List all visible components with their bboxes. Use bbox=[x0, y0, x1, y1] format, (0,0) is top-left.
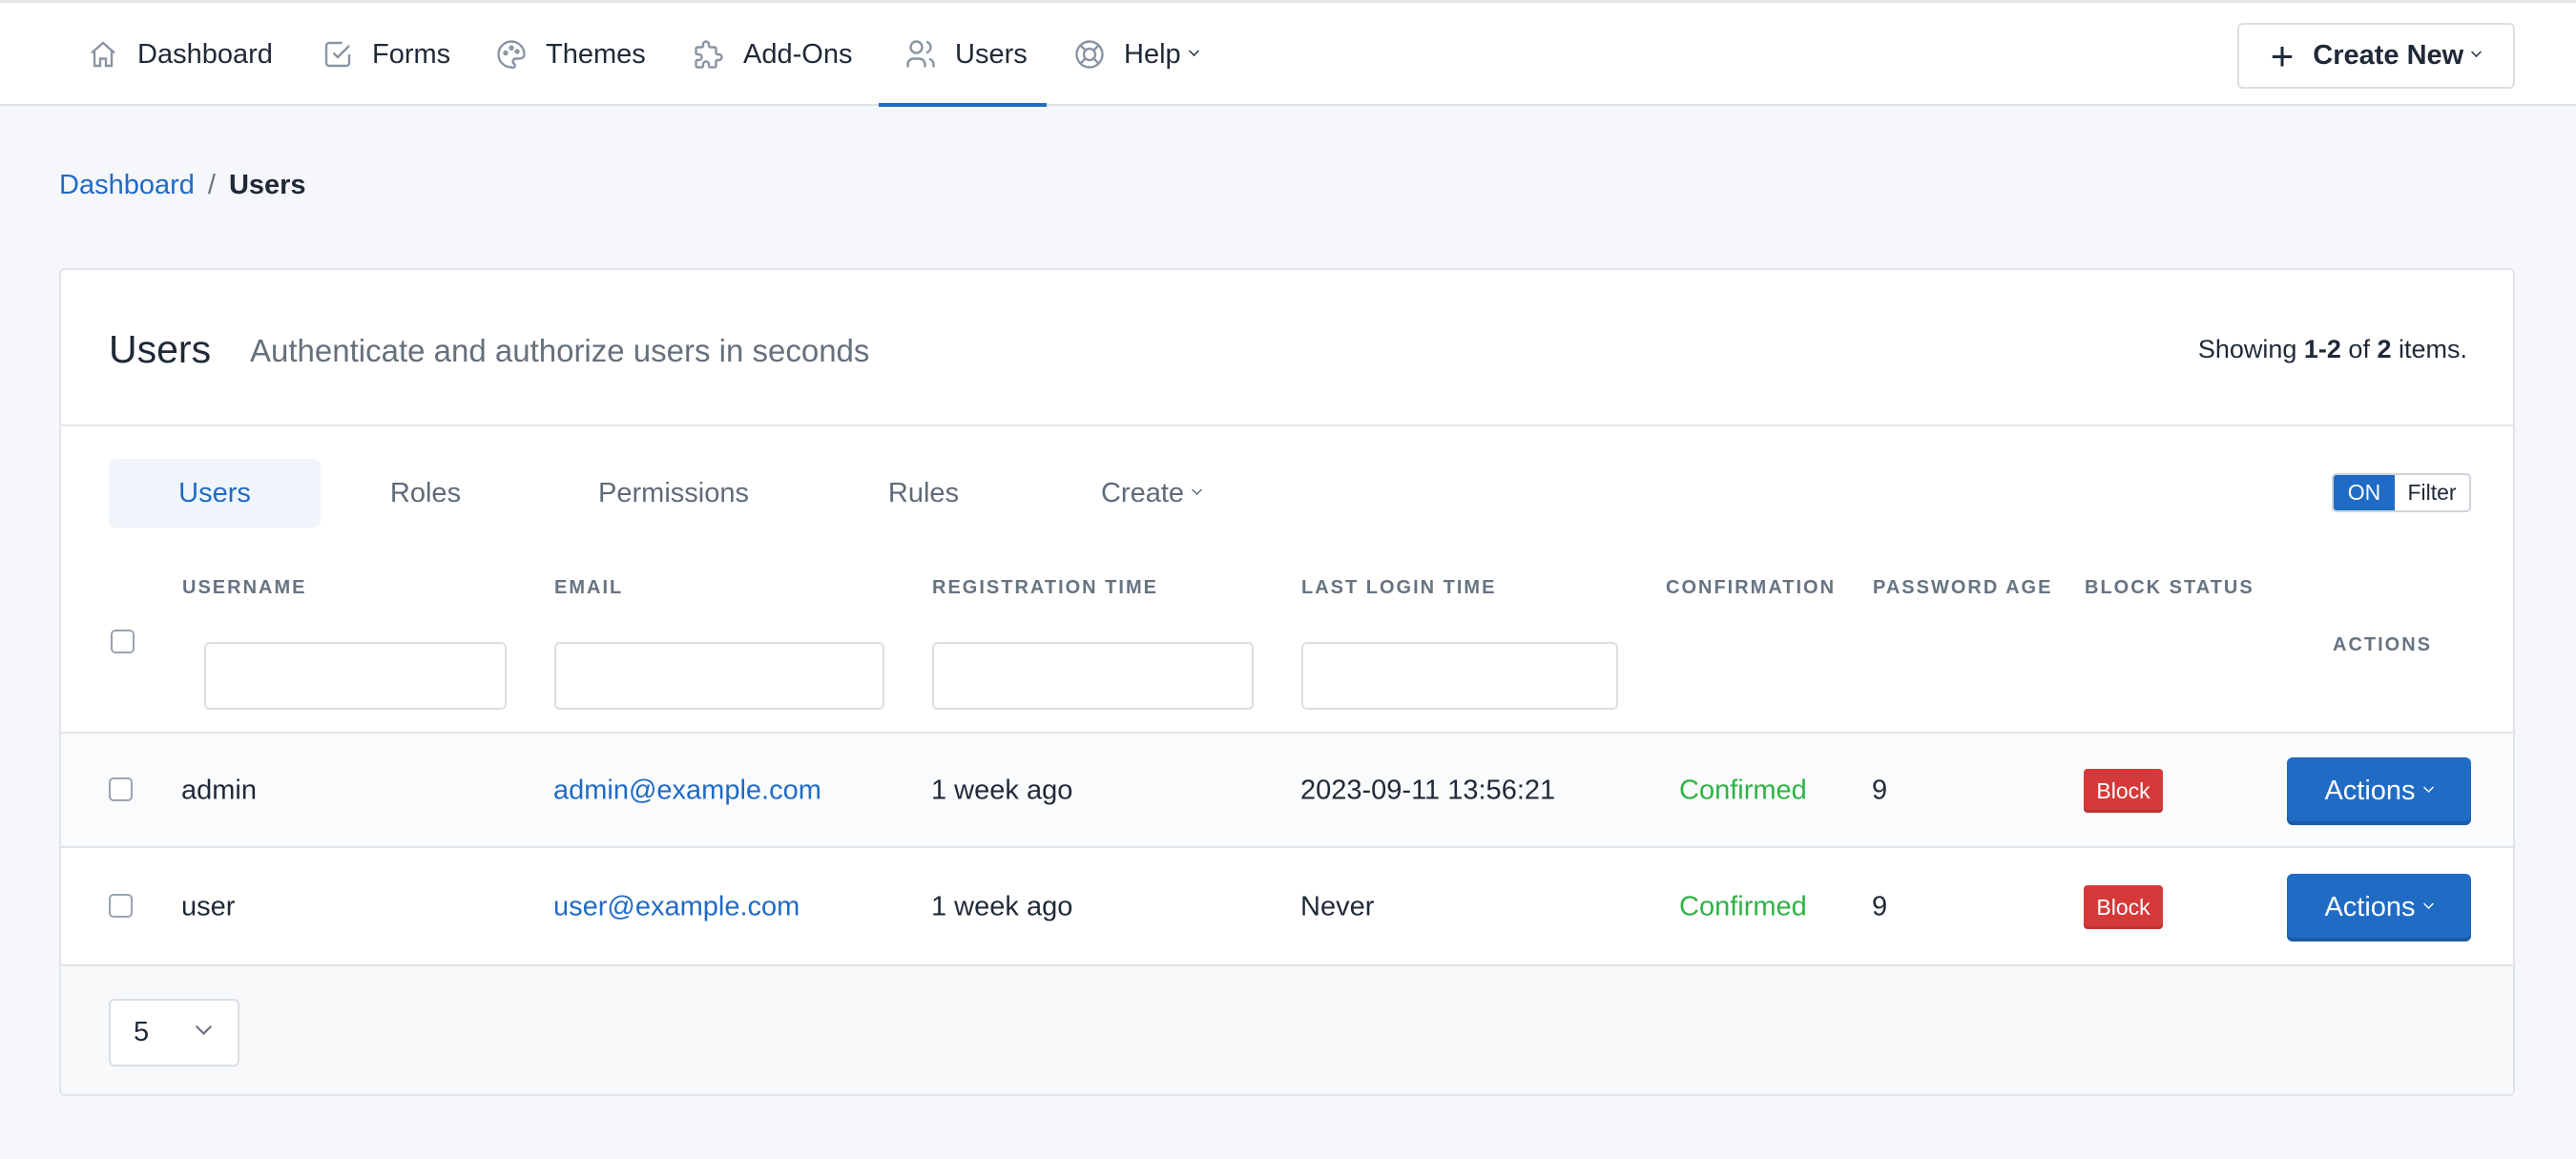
breadcrumb: Dashboard / Users bbox=[59, 170, 306, 201]
card-title: Users bbox=[109, 327, 212, 371]
username-cell: user bbox=[181, 891, 236, 922]
plus-icon: + bbox=[2270, 32, 2295, 78]
table-row: admin admin@example.com 1 week ago 2023-… bbox=[61, 732, 2513, 848]
card-subtitle: Authenticate and authorize users in seco… bbox=[250, 333, 870, 368]
nav-item-add-ons[interactable]: Add-Ons bbox=[692, 3, 852, 106]
checkbox-icon bbox=[324, 41, 351, 68]
divider bbox=[61, 424, 2513, 426]
chevron-down-icon bbox=[1188, 45, 1199, 56]
select-all-checkbox[interactable] bbox=[111, 630, 135, 653]
tab-rules[interactable]: Rules bbox=[887, 477, 960, 508]
toggle-state: ON bbox=[2334, 475, 2395, 510]
chevron-down-icon bbox=[2471, 47, 2483, 57]
row-checkbox[interactable] bbox=[109, 777, 133, 801]
top-navbar: Dashboard Forms Themes Add-Ons Users Hel… bbox=[0, 0, 2576, 107]
active-nav-indicator bbox=[879, 103, 1047, 107]
nav-item-forms[interactable]: Forms bbox=[321, 3, 450, 106]
nav-label: Help bbox=[1124, 38, 1181, 70]
create-new-label: Create New bbox=[2313, 40, 2464, 71]
confirmation-status: Confirmed bbox=[1679, 891, 1807, 922]
breadcrumb-dashboard-link[interactable]: Dashboard bbox=[59, 170, 195, 200]
users-card: Users Authenticate and authorize users i… bbox=[59, 268, 2515, 1096]
email-filter-input[interactable] bbox=[554, 642, 884, 710]
nav-label: Users bbox=[955, 38, 1028, 70]
actions-button[interactable]: Actions bbox=[2287, 874, 2471, 942]
registration-cell: 1 week ago bbox=[931, 891, 1073, 922]
registration-cell: 1 week ago bbox=[931, 775, 1073, 806]
puzzle-icon bbox=[695, 40, 723, 69]
col-email[interactable]: EMAIL bbox=[554, 577, 624, 598]
nav-item-help[interactable]: Help bbox=[1072, 3, 1199, 106]
table-row: user user@example.com 1 week ago Never C… bbox=[61, 848, 2513, 966]
col-password-age[interactable]: PASSWORD AGE bbox=[1873, 577, 2053, 598]
page-size-value: 5 bbox=[134, 1017, 150, 1047]
col-confirmation[interactable]: CONFIRMATION bbox=[1666, 577, 1837, 598]
toggle-label: Filter bbox=[2407, 480, 2457, 505]
last-login-cell: 2023-09-11 13:56:21 bbox=[1300, 775, 1556, 806]
chevron-down-icon bbox=[195, 1018, 213, 1036]
block-button[interactable]: Block bbox=[2084, 885, 2163, 929]
confirmation-status: Confirmed bbox=[1679, 775, 1807, 806]
lifebuoy-icon bbox=[1075, 40, 1104, 69]
col-registration-time[interactable]: REGISTRATION TIME bbox=[932, 577, 1158, 598]
page-size-select[interactable]: 5 bbox=[109, 999, 239, 1066]
col-actions: ACTIONS bbox=[2333, 634, 2432, 655]
row-checkbox[interactable] bbox=[109, 894, 133, 918]
username-filter-input[interactable] bbox=[204, 642, 507, 710]
email-link[interactable]: admin@example.com bbox=[553, 775, 821, 806]
tab-create[interactable]: Create bbox=[1101, 459, 1202, 528]
tab-roles[interactable]: Roles bbox=[389, 477, 462, 508]
chevron-down-icon bbox=[1192, 484, 1202, 495]
col-username[interactable]: USERNAME bbox=[182, 577, 307, 598]
block-button[interactable]: Block bbox=[2084, 769, 2163, 813]
users-icon bbox=[906, 40, 935, 68]
filter-toggle[interactable]: ON Filter bbox=[2332, 473, 2471, 512]
password-age-cell: 9 bbox=[1872, 891, 1888, 922]
nav-item-dashboard[interactable]: Dashboard bbox=[86, 3, 273, 106]
chevron-down-icon bbox=[2422, 899, 2434, 909]
nav-label: Dashboard bbox=[137, 38, 273, 70]
nav-label: Forms bbox=[372, 38, 451, 70]
chevron-down-icon bbox=[2422, 782, 2434, 793]
col-block-status[interactable]: BLOCK STATUS bbox=[2085, 577, 2254, 598]
password-age-cell: 9 bbox=[1872, 775, 1888, 806]
breadcrumb-current: Users bbox=[228, 170, 306, 200]
last-login-filter-input[interactable] bbox=[1301, 642, 1618, 710]
registration-filter-input[interactable] bbox=[932, 642, 1254, 710]
actions-button[interactable]: Actions bbox=[2287, 757, 2471, 825]
nav-label: Themes bbox=[546, 38, 646, 70]
last-login-cell: Never bbox=[1300, 891, 1375, 922]
create-new-button[interactable]: + Create New bbox=[2237, 23, 2515, 89]
home-icon bbox=[91, 41, 115, 68]
palette-icon bbox=[497, 40, 526, 70]
email-link[interactable]: user@example.com bbox=[553, 891, 800, 922]
col-last-login-time[interactable]: LAST LOGIN TIME bbox=[1301, 577, 1497, 598]
tab-users[interactable]: Users bbox=[109, 459, 321, 528]
tab-permissions[interactable]: Permissions bbox=[598, 477, 749, 508]
nav-label: Add-Ons bbox=[743, 38, 853, 70]
breadcrumb-separator: / bbox=[207, 170, 216, 200]
username-cell: admin bbox=[181, 775, 257, 806]
nav-item-users[interactable]: Users bbox=[904, 3, 1028, 106]
table-footer: 5 bbox=[61, 966, 2513, 1094]
items-summary: Showing 1-2 of 2 items. bbox=[2197, 335, 2467, 363]
nav-item-themes[interactable]: Themes bbox=[494, 3, 646, 106]
